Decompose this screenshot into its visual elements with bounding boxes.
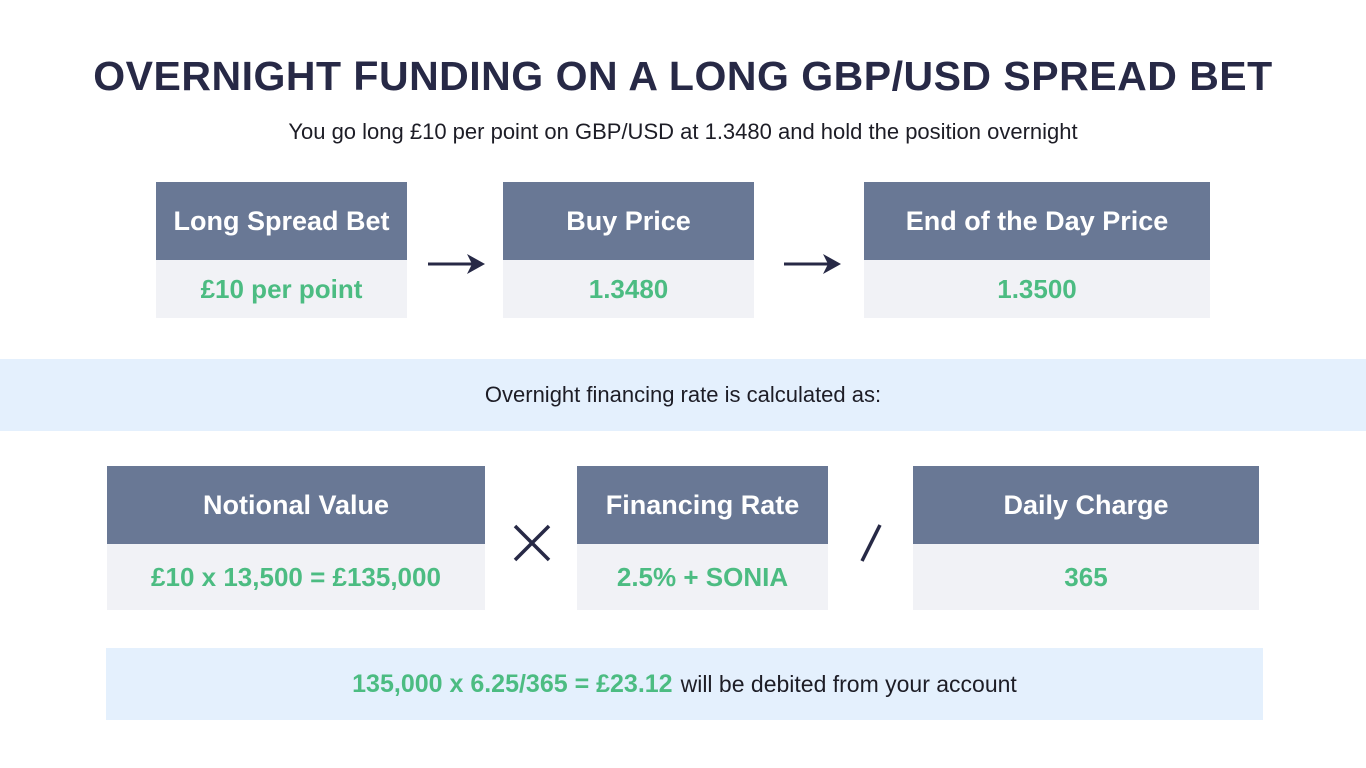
card-header: Long Spread Bet xyxy=(156,182,407,260)
band-text: Overnight financing rate is calculated a… xyxy=(484,382,882,407)
card-value: 1.3480 xyxy=(503,260,754,318)
arrow-right-icon xyxy=(784,254,841,274)
card-header: End of the Day Price xyxy=(864,182,1210,260)
card-value: 2.5% + SONIA xyxy=(577,544,828,610)
card-header: Notional Value xyxy=(107,466,485,544)
card-value: 365 xyxy=(913,544,1259,610)
subtitle: You go long £10 per point on GBP/USD at … xyxy=(288,119,1078,144)
arrow-right-icon xyxy=(428,254,485,274)
card-header: Financing Rate xyxy=(577,466,828,544)
financing-band: Overnight financing rate is calculated a… xyxy=(0,359,1366,431)
card-header: Buy Price xyxy=(503,182,754,260)
buy-price-card: Buy Price 1.3480 xyxy=(503,182,754,318)
card-value: £10 per point xyxy=(156,260,407,318)
financing-rate-card: Financing Rate 2.5% + SONIA xyxy=(577,466,828,610)
long-spread-bet-card: Long Spread Bet £10 per point xyxy=(156,182,407,318)
notional-value-card: Notional Value £10 x 13,500 = £135,000 xyxy=(107,466,485,610)
divide-icon xyxy=(860,524,882,562)
multiply-icon xyxy=(513,524,551,562)
daily-charge-card: Daily Charge 365 xyxy=(913,466,1259,610)
result-formula: 135,000 x 6.25/365 = £23.12 xyxy=(352,669,673,698)
card-value: 1.3500 xyxy=(864,260,1210,318)
end-of-day-price-card: End of the Day Price 1.3500 xyxy=(864,182,1210,318)
card-value: £10 x 13,500 = £135,000 xyxy=(107,544,485,610)
page-title: OVERNIGHT FUNDING ON A LONG GBP/USD SPRE… xyxy=(93,53,1273,99)
result-banner: 135,000 x 6.25/365 = £23.12 will be debi… xyxy=(106,648,1263,720)
card-header: Daily Charge xyxy=(913,466,1259,544)
result-text: will be debited from your account xyxy=(680,670,1017,697)
